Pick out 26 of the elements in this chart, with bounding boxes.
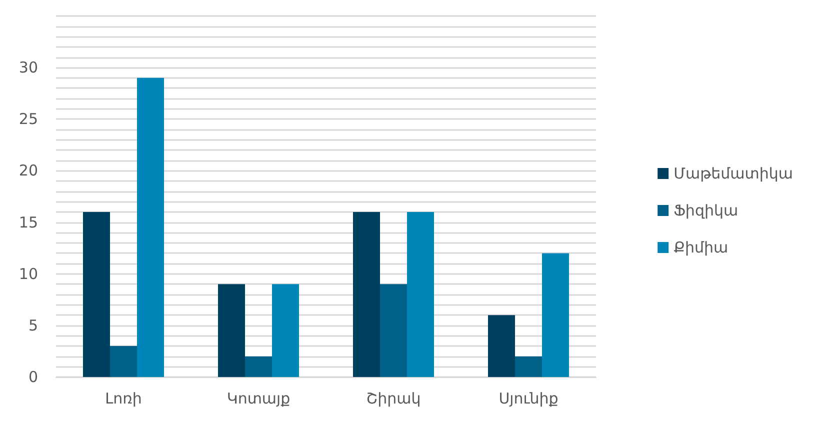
bar bbox=[488, 315, 515, 377]
bar bbox=[380, 284, 407, 377]
bar bbox=[272, 284, 299, 377]
bar bbox=[83, 212, 110, 377]
bar bbox=[515, 356, 542, 377]
bar bbox=[218, 284, 245, 377]
legend-label: Մաթեմատիկա bbox=[674, 164, 794, 182]
bar bbox=[542, 253, 569, 377]
y-tick-label: 10 bbox=[18, 264, 38, 283]
y-tick-label: 5 bbox=[28, 316, 38, 334]
x-tick-label: Լոռի bbox=[105, 390, 142, 408]
y-tick-label: 25 bbox=[18, 110, 38, 128]
bar bbox=[245, 356, 272, 377]
bar bbox=[110, 346, 137, 377]
bar bbox=[137, 78, 164, 377]
y-tick-label: 30 bbox=[18, 58, 38, 77]
legend-label: Ֆիզիկա bbox=[674, 202, 738, 220]
y-tick-label: 15 bbox=[18, 213, 38, 232]
x-tick-label: Շիրակ bbox=[366, 390, 421, 408]
x-tick-label: Կոտայք bbox=[226, 390, 290, 408]
y-tick-label: 0 bbox=[28, 368, 38, 386]
bar bbox=[353, 212, 380, 377]
bar bbox=[407, 212, 434, 377]
y-tick-label: 20 bbox=[18, 162, 38, 180]
x-tick-label: Սյունիք bbox=[498, 390, 558, 408]
legend-label: Քիմիա bbox=[674, 238, 728, 256]
